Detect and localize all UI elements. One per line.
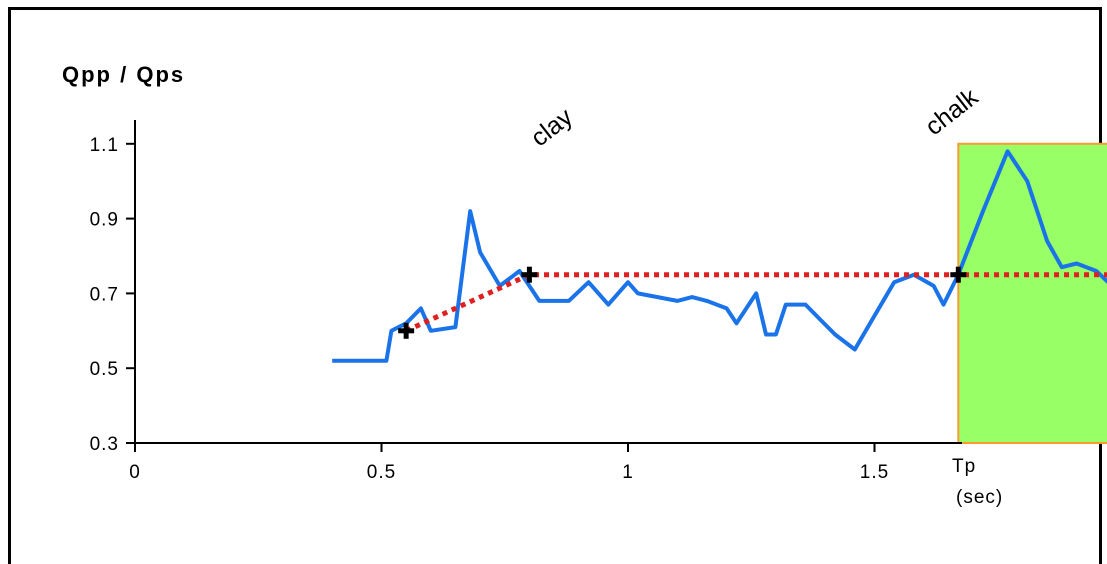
y-tick-label: 0.9 bbox=[90, 210, 119, 231]
pick-marker-v bbox=[526, 266, 532, 283]
annotation-clay: clay bbox=[526, 103, 579, 153]
x-axis-unit: (sec) bbox=[956, 487, 1003, 508]
x-tick-label: 1 bbox=[622, 462, 634, 483]
x-tick-label: 0 bbox=[129, 462, 141, 483]
y-tick-label: 0.5 bbox=[90, 359, 119, 380]
annotation-chalk: chalk bbox=[920, 83, 984, 141]
highlight-band bbox=[957, 142, 1107, 445]
pick-marker bbox=[398, 322, 415, 339]
pick-marker-v bbox=[955, 266, 961, 283]
y-tick-label: 0.3 bbox=[90, 434, 119, 455]
measured-line bbox=[332, 149, 1107, 363]
x-tick-label: 0.5 bbox=[367, 462, 396, 483]
y-tick-label: 1.1 bbox=[90, 135, 119, 156]
picks-dotted-line bbox=[405, 272, 1107, 334]
x-axis-label: Tp bbox=[952, 456, 976, 477]
pick-marker-v bbox=[403, 322, 409, 339]
x-tick-label: 1.5 bbox=[860, 462, 889, 483]
y-tick-label: 0.7 bbox=[90, 284, 119, 305]
pick-marker bbox=[950, 266, 967, 283]
pick-marker bbox=[521, 266, 538, 283]
y-axis-label: Qpp / Qps bbox=[62, 62, 185, 87]
